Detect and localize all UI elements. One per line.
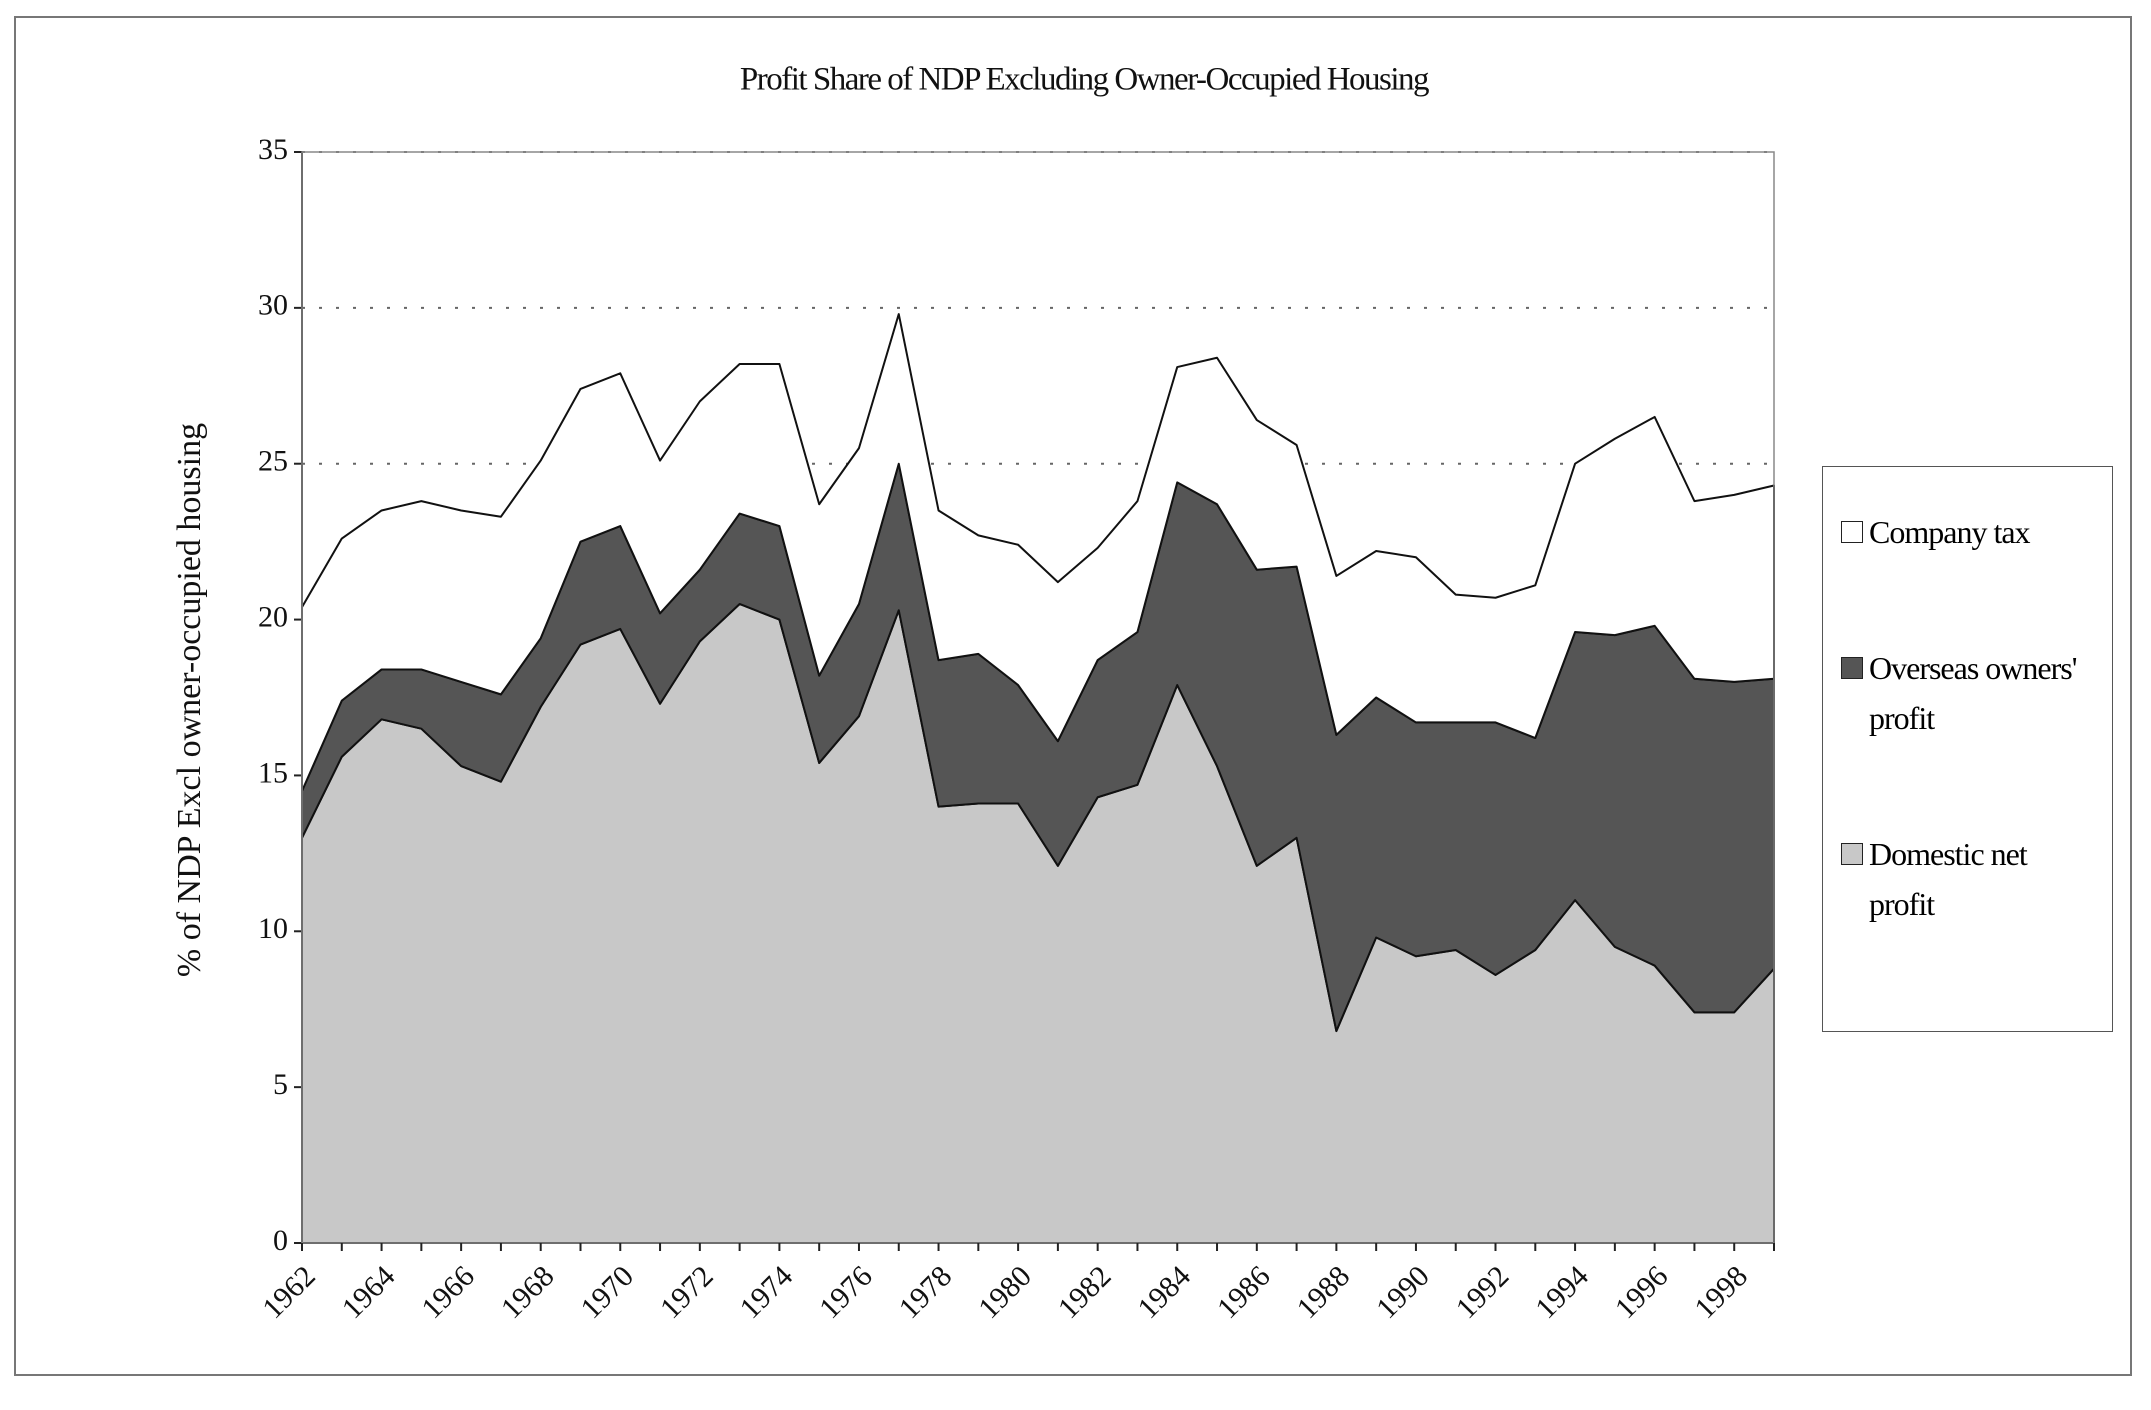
y-tick-label: 0 (273, 1224, 288, 1257)
x-tick-label: 1982 (1052, 1259, 1118, 1325)
y-tick-label: 5 (273, 1068, 288, 1101)
x-tick-label: 1988 (1290, 1259, 1356, 1325)
legend-label: Domestic net profit (1869, 836, 2028, 922)
x-tick-label: 1980 (972, 1259, 1038, 1325)
plot-border (301, 151, 1775, 1244)
y-tick-label: 35 (258, 133, 288, 166)
x-tick-label: 1976 (813, 1259, 879, 1325)
x-tick-label: 1978 (893, 1259, 959, 1325)
y-tick-label: 30 (258, 289, 288, 322)
x-tick-label: 1992 (1450, 1259, 1516, 1325)
legend-entry: Domestic net profit (1841, 829, 2098, 929)
y-tick-label: 15 (258, 756, 288, 789)
x-tick-label: 1998 (1688, 1259, 1754, 1325)
x-tick-label: 1990 (1370, 1259, 1436, 1325)
x-tick-label: 1968 (495, 1259, 561, 1325)
chart-frame (14, 16, 2132, 1376)
y-axis-label: % of NDP Excl owner-occupied housing (171, 423, 208, 977)
legend-entry: Company tax (1841, 507, 2098, 557)
x-tick-label: 1966 (415, 1259, 481, 1325)
legend: Company tax Overseas owners' profit Domest… (1822, 466, 2113, 1032)
y-tick-label: 25 (258, 445, 288, 478)
y-tick-label: 10 (258, 912, 288, 945)
legend-swatch (1841, 657, 1863, 679)
chart-title: Profit Share of NDP Excluding Owner-Occu… (740, 62, 1429, 98)
x-tick-label: 1984 (1131, 1259, 1197, 1325)
x-tick-label: 1970 (574, 1259, 640, 1325)
legend-swatch (1841, 843, 1863, 865)
x-tick-label: 1996 (1609, 1259, 1675, 1325)
x-tick-label: 1994 (1529, 1259, 1595, 1325)
legend-entry: Overseas owners' profit (1841, 643, 2098, 743)
y-tick-label: 20 (258, 600, 288, 633)
x-tick-label: 1972 (654, 1259, 720, 1325)
x-tick-label: 1974 (733, 1259, 799, 1325)
x-tick-label: 1962 (256, 1259, 322, 1325)
legend-label: Company tax (1869, 514, 2031, 550)
x-tick-label: 1964 (336, 1259, 402, 1325)
x-tick-label: 1986 (1211, 1259, 1277, 1325)
legend-swatch (1841, 521, 1863, 543)
legend-label: Overseas owners' profit (1869, 650, 2077, 736)
